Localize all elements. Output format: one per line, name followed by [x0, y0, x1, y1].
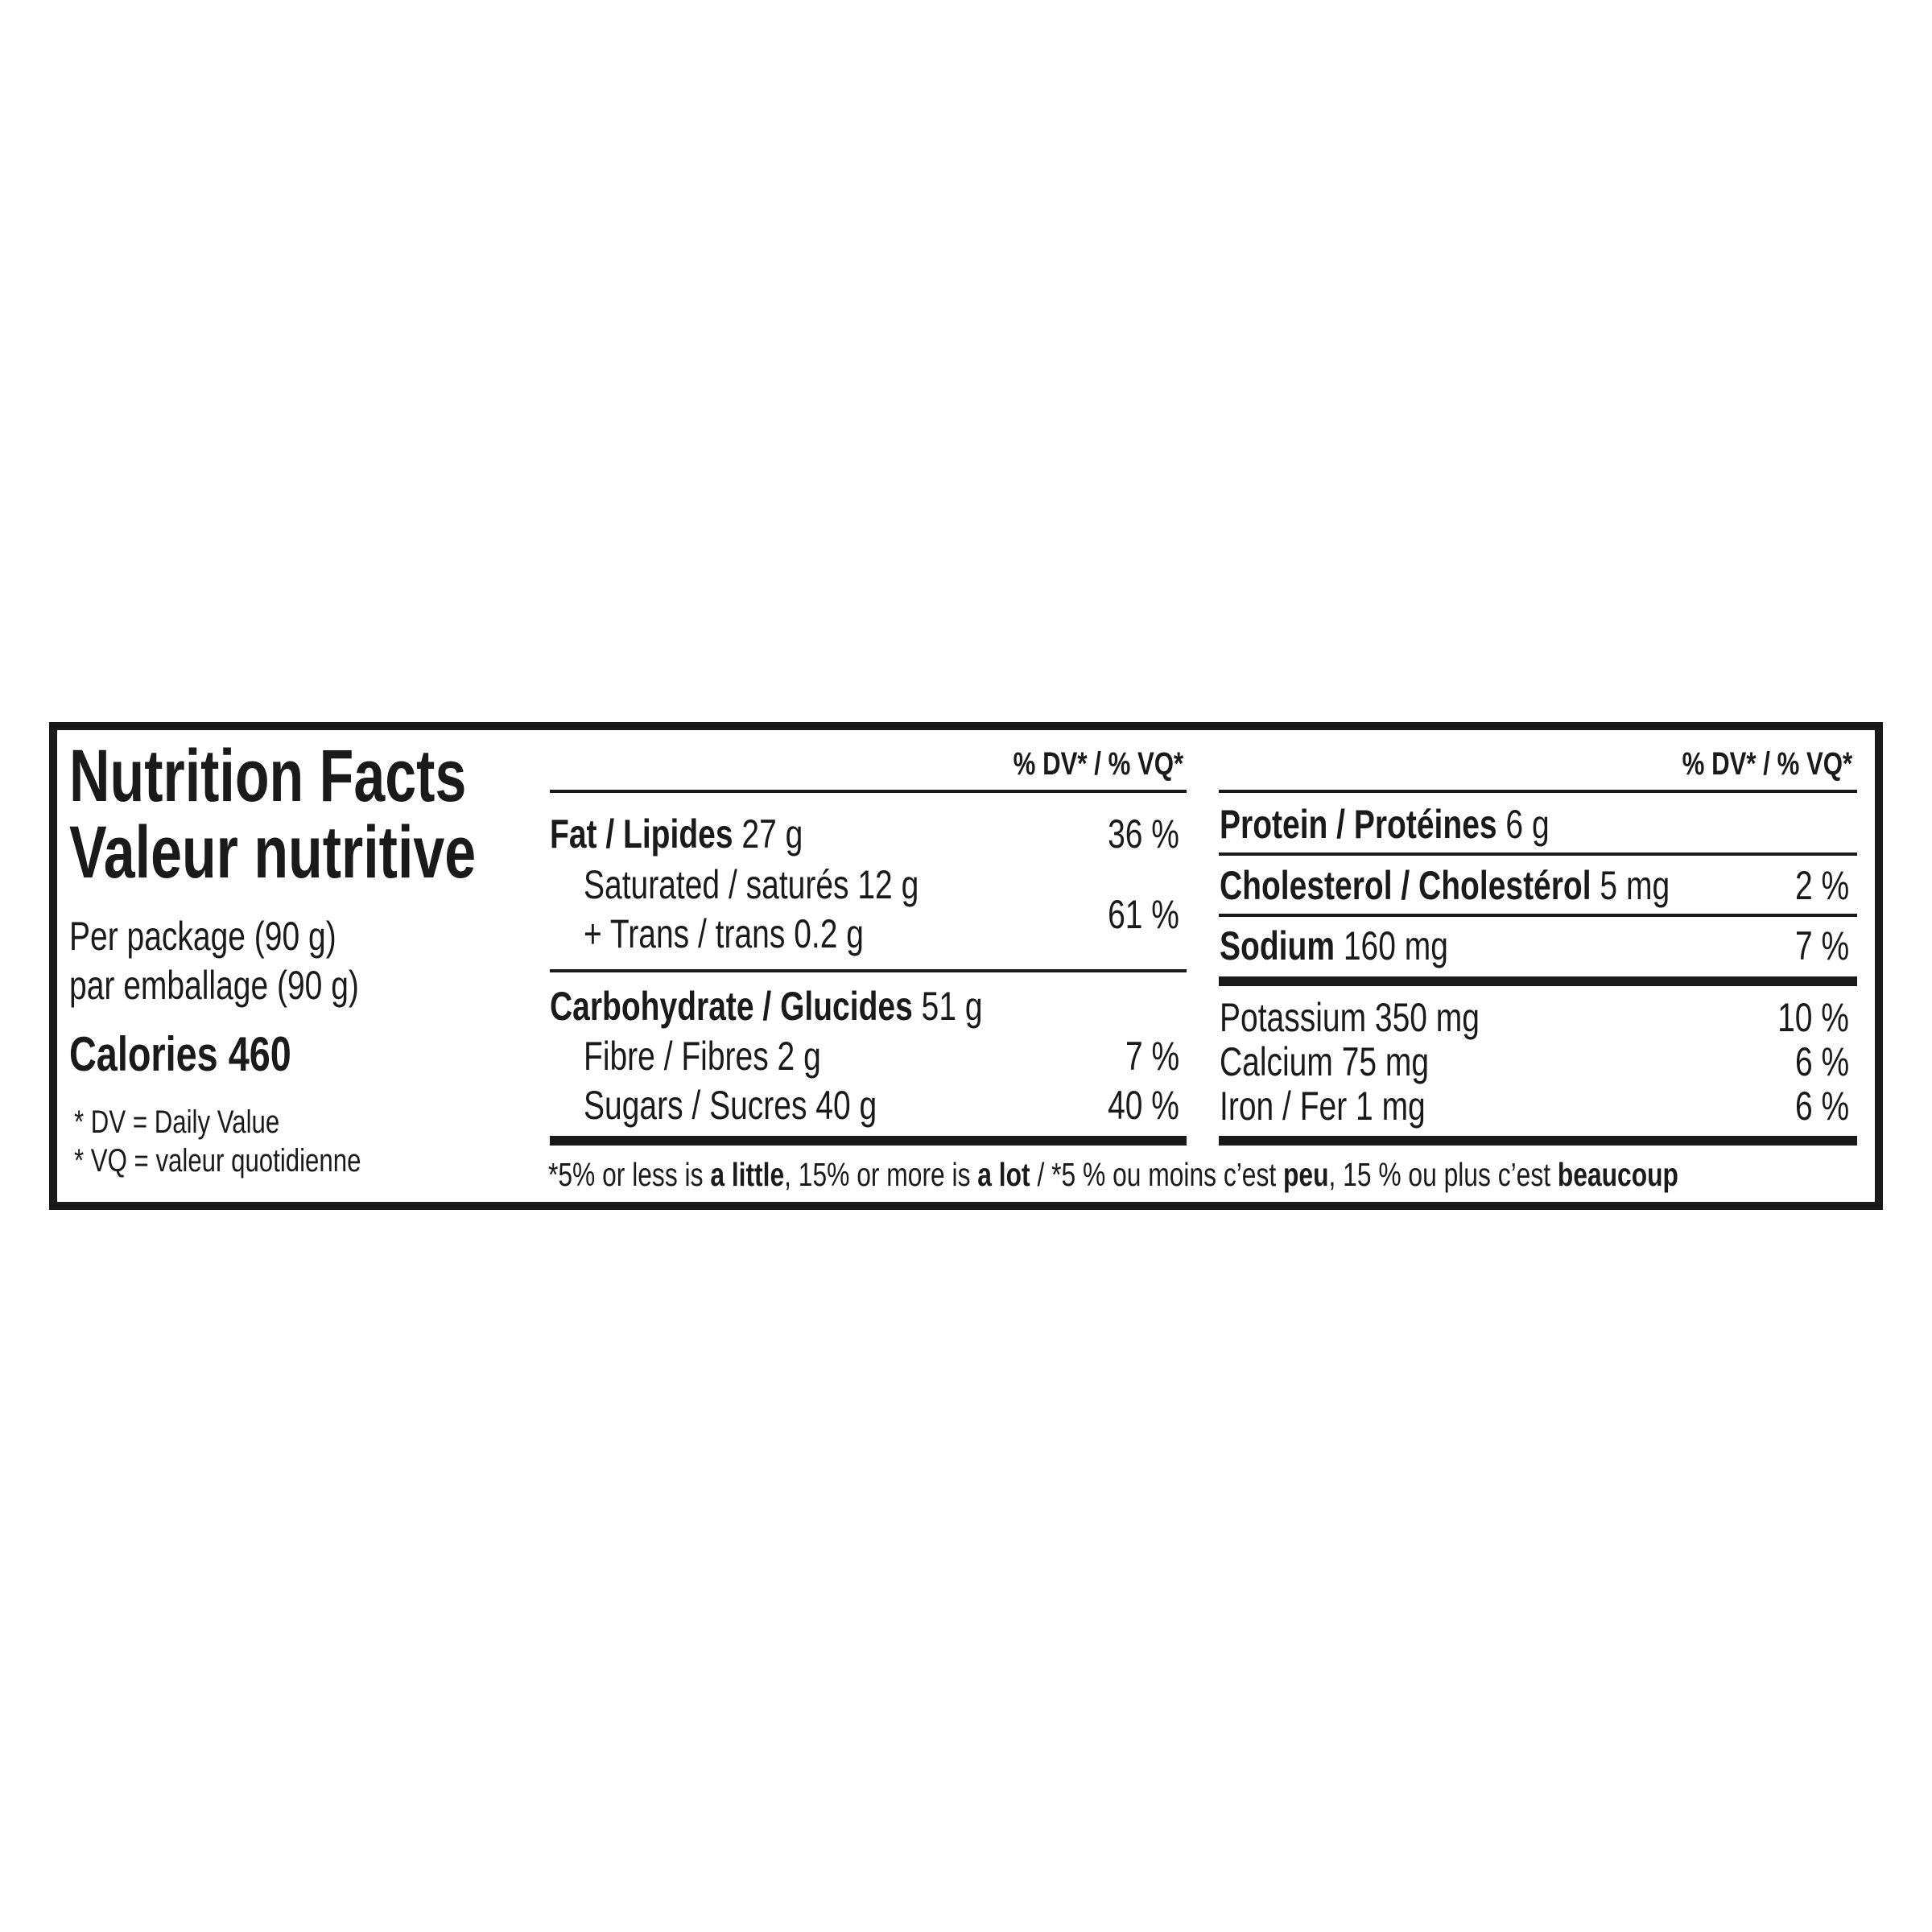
divider: [1219, 790, 1857, 793]
fibre-row: Fibre / Fibres 2 g: [584, 1034, 821, 1079]
dv-header-right: % DV* / % VQ*: [1682, 746, 1852, 782]
carbohydrate-row: Carbohydrate / Glucides 51 g: [550, 984, 983, 1029]
footnote: *5% or less is a little, 15% or more is …: [548, 1156, 1678, 1193]
fat-row: Fat / Lipides 27 g: [550, 811, 803, 857]
sugars-dv: 40 %: [1108, 1083, 1179, 1128]
divider: [1219, 914, 1857, 917]
fibre-dv: 7 %: [1125, 1034, 1179, 1079]
title-fr: Valeur nutritive: [69, 811, 477, 894]
divider: [550, 790, 1187, 793]
potassium-dv: 10 %: [1777, 995, 1849, 1040]
potassium-row: Potassium 350 mg: [1220, 995, 1480, 1040]
cholesterol-row: Cholesterol / Cholestérol 5 mg: [1220, 863, 1670, 908]
iron-row: Iron / Fer 1 mg: [1220, 1084, 1426, 1129]
sodium-row: Sodium 160 mg: [1220, 923, 1448, 968]
nutrition-facts-table: [49, 722, 1883, 1210]
protein-row: Protein / Protéines 6 g: [1220, 802, 1550, 847]
thick-divider: [1219, 1136, 1857, 1146]
dv-note: * DV = Daily Value: [74, 1104, 280, 1140]
serving-size-fr: par emballage (90 g): [69, 963, 359, 1008]
cholesterol-dv: 2 %: [1794, 863, 1849, 908]
calcium-row: Calcium 75 mg: [1220, 1039, 1430, 1084]
iron-dv: 6 %: [1794, 1084, 1849, 1129]
dv-header-left: % DV* / % VQ*: [1013, 746, 1183, 782]
title-en: Nutrition Facts: [69, 735, 467, 817]
divider: [1219, 852, 1857, 856]
fat-dv: 36 %: [1108, 811, 1179, 857]
sugars-row: Sugars / Sucres 40 g: [584, 1083, 877, 1128]
thick-divider: [1219, 976, 1857, 986]
sodium-dv: 7 %: [1794, 923, 1849, 968]
calcium-dv: 6 %: [1794, 1039, 1849, 1084]
thick-divider: [550, 1136, 1187, 1146]
vq-note: * VQ = valeur quotidienne: [74, 1143, 361, 1179]
sat-trans-dv: 61 %: [1108, 892, 1179, 937]
divider: [550, 969, 1187, 972]
saturated-row: Saturated / saturés 12 g: [584, 862, 919, 907]
serving-size-en: Per package (90 g): [69, 914, 336, 959]
trans-row: + Trans / trans 0.2 g: [584, 911, 864, 956]
calories: Calories 460: [69, 1027, 291, 1081]
